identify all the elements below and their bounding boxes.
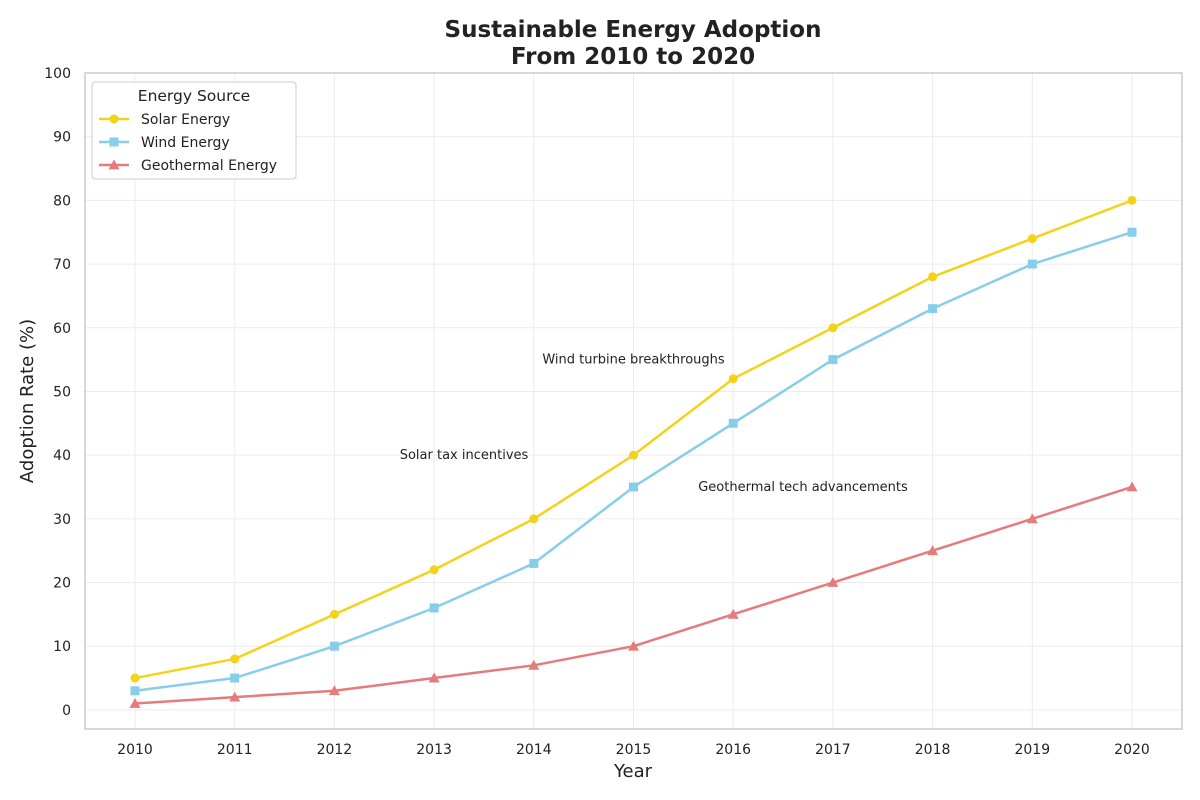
data-point-wind-energy [429,603,439,613]
series-solar-energy [130,195,1137,683]
data-point-wind-energy [130,686,140,696]
legend-title: Energy Source [138,87,250,105]
data-point-geothermal-energy [727,608,739,619]
data-point-solar-energy [429,565,439,575]
data-point-geothermal-energy [927,545,939,556]
data-point-wind-energy [629,482,638,492]
data-point-wind-energy [529,558,539,568]
data-point-solar-energy [130,673,140,683]
series-geothermal-energy [129,481,1138,708]
data-point-geothermal-energy [528,659,540,670]
axes: 0 10 20 30 40 50 60 70 80 90 100 2010 2011 2012 2013 20… [44,66,1183,758]
legend-label: Wind Energy [141,135,230,151]
x-tick-label: 2018 [915,742,951,758]
data-point-solar-energy [1127,195,1137,205]
data-point-wind-energy [329,641,339,651]
data-point-geothermal-energy [428,672,440,683]
y-tick-label: 90 [53,130,71,146]
legend-label: Geothermal Energy [141,158,277,174]
data-point-geothermal-energy [628,640,639,651]
annotations: Solar tax incentives Wind turbine breakth… [400,353,908,495]
data-point-solar-energy [828,323,838,333]
x-tick-label: 2010 [117,742,153,758]
y-tick-label: 50 [53,384,71,400]
x-tick-label: 2017 [815,742,851,758]
data-point-solar-energy [529,514,539,524]
legend-items: Solar Energy Wind Energy Geothermal Energy [99,112,277,174]
data-point-solar-energy [329,609,339,619]
data-point-solar-energy [1027,234,1037,244]
data-point-geothermal-energy [1126,481,1138,492]
chart-title-line-2: From 2010 to 2020 [511,44,755,70]
plot-frame [84,72,1183,730]
data-point-wind-energy [1027,259,1037,269]
x-tick-label: 2012 [317,742,353,758]
series-layer [129,195,1138,708]
legend-swatch-marker [109,114,119,124]
x-tick-label: 2014 [516,742,552,758]
data-point-geothermal-energy [1026,513,1038,524]
data-point-wind-energy [728,418,738,428]
data-point-wind-energy [928,304,938,314]
legend-item-wind-energy: Wind Energy [99,135,230,151]
y-tick-label: 40 [53,448,71,464]
data-point-solar-energy [629,450,638,460]
data-point-solar-energy [728,374,738,384]
x-tick-label: 2015 [616,742,652,758]
y-tick-label: 30 [53,512,71,528]
data-point-wind-energy [1127,227,1137,237]
y-tick-label: 20 [53,576,71,592]
data-point-solar-energy [230,654,240,664]
y-tick-label: 0 [62,703,71,719]
chart-title-line-1: Sustainable Energy Adoption [445,17,822,43]
legend-label: Solar Energy [141,112,230,128]
x-tick-label: 2013 [416,742,452,758]
y-tick-label: 10 [53,639,71,655]
data-point-geothermal-energy [129,698,141,708]
x-tick-label: 2016 [715,742,751,758]
y-axis-label: Adoption Rate (%) [17,319,38,483]
legend-item-solar-energy: Solar Energy [99,112,230,128]
annotation-label: Solar tax incentives [400,448,529,463]
x-tick-label: 2020 [1114,742,1150,758]
legend-item-geothermal-energy: Geothermal Energy [99,158,277,174]
x-tick-label: 2019 [1014,742,1050,758]
legend-swatch-marker [109,137,119,147]
data-point-wind-energy [230,673,240,683]
y-tick-label: 100 [44,66,71,82]
annotation-label: Wind turbine breakthroughs [542,353,725,368]
data-point-geothermal-energy [827,577,839,587]
series-wind-energy [130,227,1137,696]
y-tick-label: 60 [53,321,71,337]
legend: Energy Source Solar Energy Wind Energy Geo… [91,81,297,180]
annotation-label: Geothermal tech advancements [698,480,908,495]
data-point-geothermal-energy [229,691,241,702]
legend-frame [91,81,297,180]
data-point-solar-energy [928,272,938,282]
y-tick-label: 80 [53,193,71,209]
x-tick-label: 2011 [217,742,253,758]
legend-swatch-marker [108,159,120,170]
y-tick-label: 70 [53,257,71,273]
x-axis-label: Year [613,761,653,782]
data-point-wind-energy [828,355,838,365]
data-point-geothermal-energy [328,685,340,696]
